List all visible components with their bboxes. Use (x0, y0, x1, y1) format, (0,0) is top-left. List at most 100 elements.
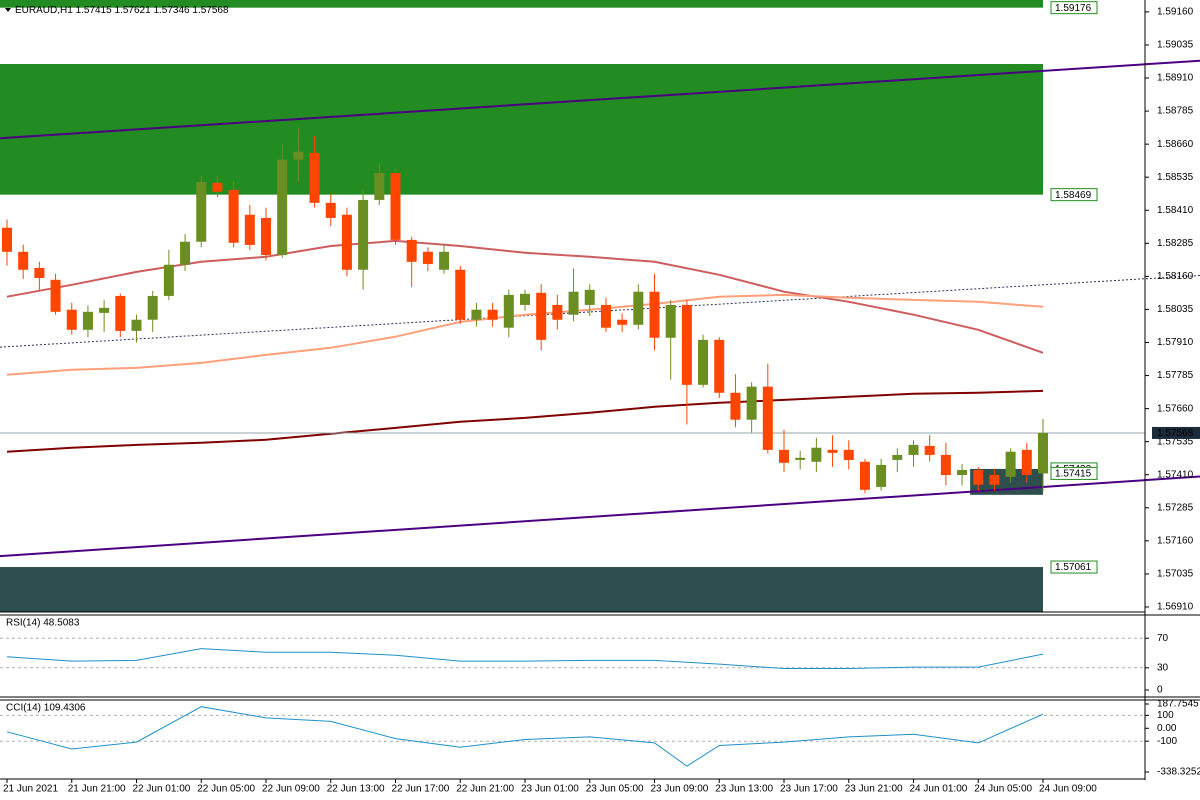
zone (0, 567, 1043, 612)
candle-body (859, 461, 870, 490)
x-tick-label: 23 Jun 13:00 (715, 784, 773, 795)
candle-body (390, 172, 401, 240)
level-label-box (1050, 188, 1098, 202)
candle-body (600, 304, 611, 328)
candle-body (779, 449, 789, 463)
level-label-box (1050, 466, 1098, 480)
candle-body (552, 304, 563, 320)
level-label-text: 1.57061 (1055, 562, 1092, 573)
moving-average (6, 239, 1044, 354)
y-tick-label: 1.58160 (1157, 271, 1194, 282)
x-tick-label: 23 Jun 05:00 (586, 784, 644, 795)
indicator-line (6, 706, 1044, 767)
zone (0, 0, 1043, 8)
open-value: 1.57415 (76, 5, 113, 16)
candle-body (795, 457, 806, 460)
y-tick-label: -100 (1157, 736, 1177, 747)
trend-line (0, 274, 1200, 348)
y-tick-label: 1.58660 (1157, 139, 1194, 150)
overlay-texts: EURAUD,H1 1.57415 1.57621 1.57346 1.5756… (5, 5, 229, 714)
candle-body (924, 445, 935, 455)
candle-body (989, 475, 1000, 485)
x-tick-label: 23 Jun 21:00 (845, 784, 903, 795)
candle-body (2, 227, 12, 252)
candle-body (503, 294, 514, 328)
candle-body (82, 311, 93, 330)
candle-body (212, 182, 223, 192)
candle-body (1021, 449, 1032, 476)
candle-body (374, 172, 385, 200)
candle-body (811, 447, 822, 462)
level-label-text: 1.59176 (1055, 3, 1092, 14)
y-tick-label: 1.58285 (1157, 238, 1194, 249)
y-tick-label: 70 (1157, 633, 1169, 644)
candle-body (730, 392, 741, 420)
candle-body (649, 291, 660, 338)
trend-line (0, 475, 1200, 558)
trend-line (0, 59, 1200, 140)
y-tick-label: 187.7545 (1157, 699, 1199, 710)
indicator-line (6, 648, 1044, 669)
candle-body (406, 239, 417, 262)
candle-body (50, 279, 61, 312)
y-tick-label: 0.00 (1157, 723, 1177, 734)
level-label: 1.59176 (1050, 1, 1098, 15)
y-tick-label: 1.57160 (1157, 535, 1194, 546)
low-value: 1.57346 (153, 5, 190, 16)
y-tick-label: 1.57035 (1157, 569, 1194, 580)
y-tick-label: 1.58785 (1157, 106, 1194, 117)
candle-body (957, 469, 968, 476)
x-tick-label: 24 Jun 05:00 (974, 784, 1032, 795)
x-tick-label: 24 Jun 09:00 (1039, 784, 1097, 795)
candle-body (681, 304, 692, 385)
y-tick-label: 1.58410 (1157, 205, 1194, 216)
y-tick-label: 1.58035 (1157, 304, 1194, 315)
candle-body (277, 159, 288, 255)
zone (0, 64, 1043, 195)
x-tick-label: 22 Jun 05:00 (197, 784, 255, 795)
candle-body (244, 214, 255, 245)
x-tick-label: 22 Jun 09:00 (262, 784, 320, 795)
candle-body (196, 181, 207, 242)
y-tick-label: 1.56910 (1157, 602, 1194, 613)
candle-body (762, 386, 773, 450)
candle-body (439, 251, 450, 270)
moving-average (6, 293, 1044, 376)
x-tick-label: 22 Jun 01:00 (133, 784, 191, 795)
y-tick-label: 30 (1157, 662, 1169, 673)
high-value: 1.57621 (115, 5, 152, 16)
symbol: EURAUD,H1 (15, 5, 73, 16)
candle-body (827, 449, 838, 453)
candle-body (422, 251, 433, 264)
candle-body (34, 267, 45, 278)
candle-body (633, 291, 644, 325)
y-tick-label: 1.57785 (1157, 370, 1194, 381)
y-tick-label: 1.58535 (1157, 172, 1194, 183)
candle-body (358, 199, 369, 270)
candle-body (325, 202, 336, 218)
y-tick-label: 1.57660 (1157, 403, 1194, 414)
candle-body (617, 319, 628, 325)
candle-body (908, 444, 919, 455)
candle-body (180, 241, 191, 265)
level-label-box (1050, 1, 1098, 15)
candle-body (228, 189, 239, 243)
candle-body (536, 292, 547, 340)
current-price-label: 1.57568 (1157, 428, 1194, 439)
candle-body (99, 307, 110, 313)
x-tick-label: 22 Jun 13:00 (327, 784, 385, 795)
candle-body (147, 295, 158, 320)
current-price-box (1152, 426, 1200, 439)
y-tick-label: 100 (1157, 710, 1174, 721)
y-tick-label: 1.57410 (1157, 469, 1194, 480)
candle-body (309, 152, 320, 203)
candle-body (940, 454, 951, 476)
level-label: 1.57415 (1050, 466, 1098, 480)
candle-body (66, 309, 77, 330)
level-label: 1.57061 (1050, 560, 1098, 574)
candle-body (698, 339, 709, 385)
y-tick-label: 1.59035 (1157, 40, 1194, 51)
level-label-text: 1.58469 (1055, 190, 1092, 201)
cci-title: CCI(14) 109.4306 (6, 703, 86, 714)
